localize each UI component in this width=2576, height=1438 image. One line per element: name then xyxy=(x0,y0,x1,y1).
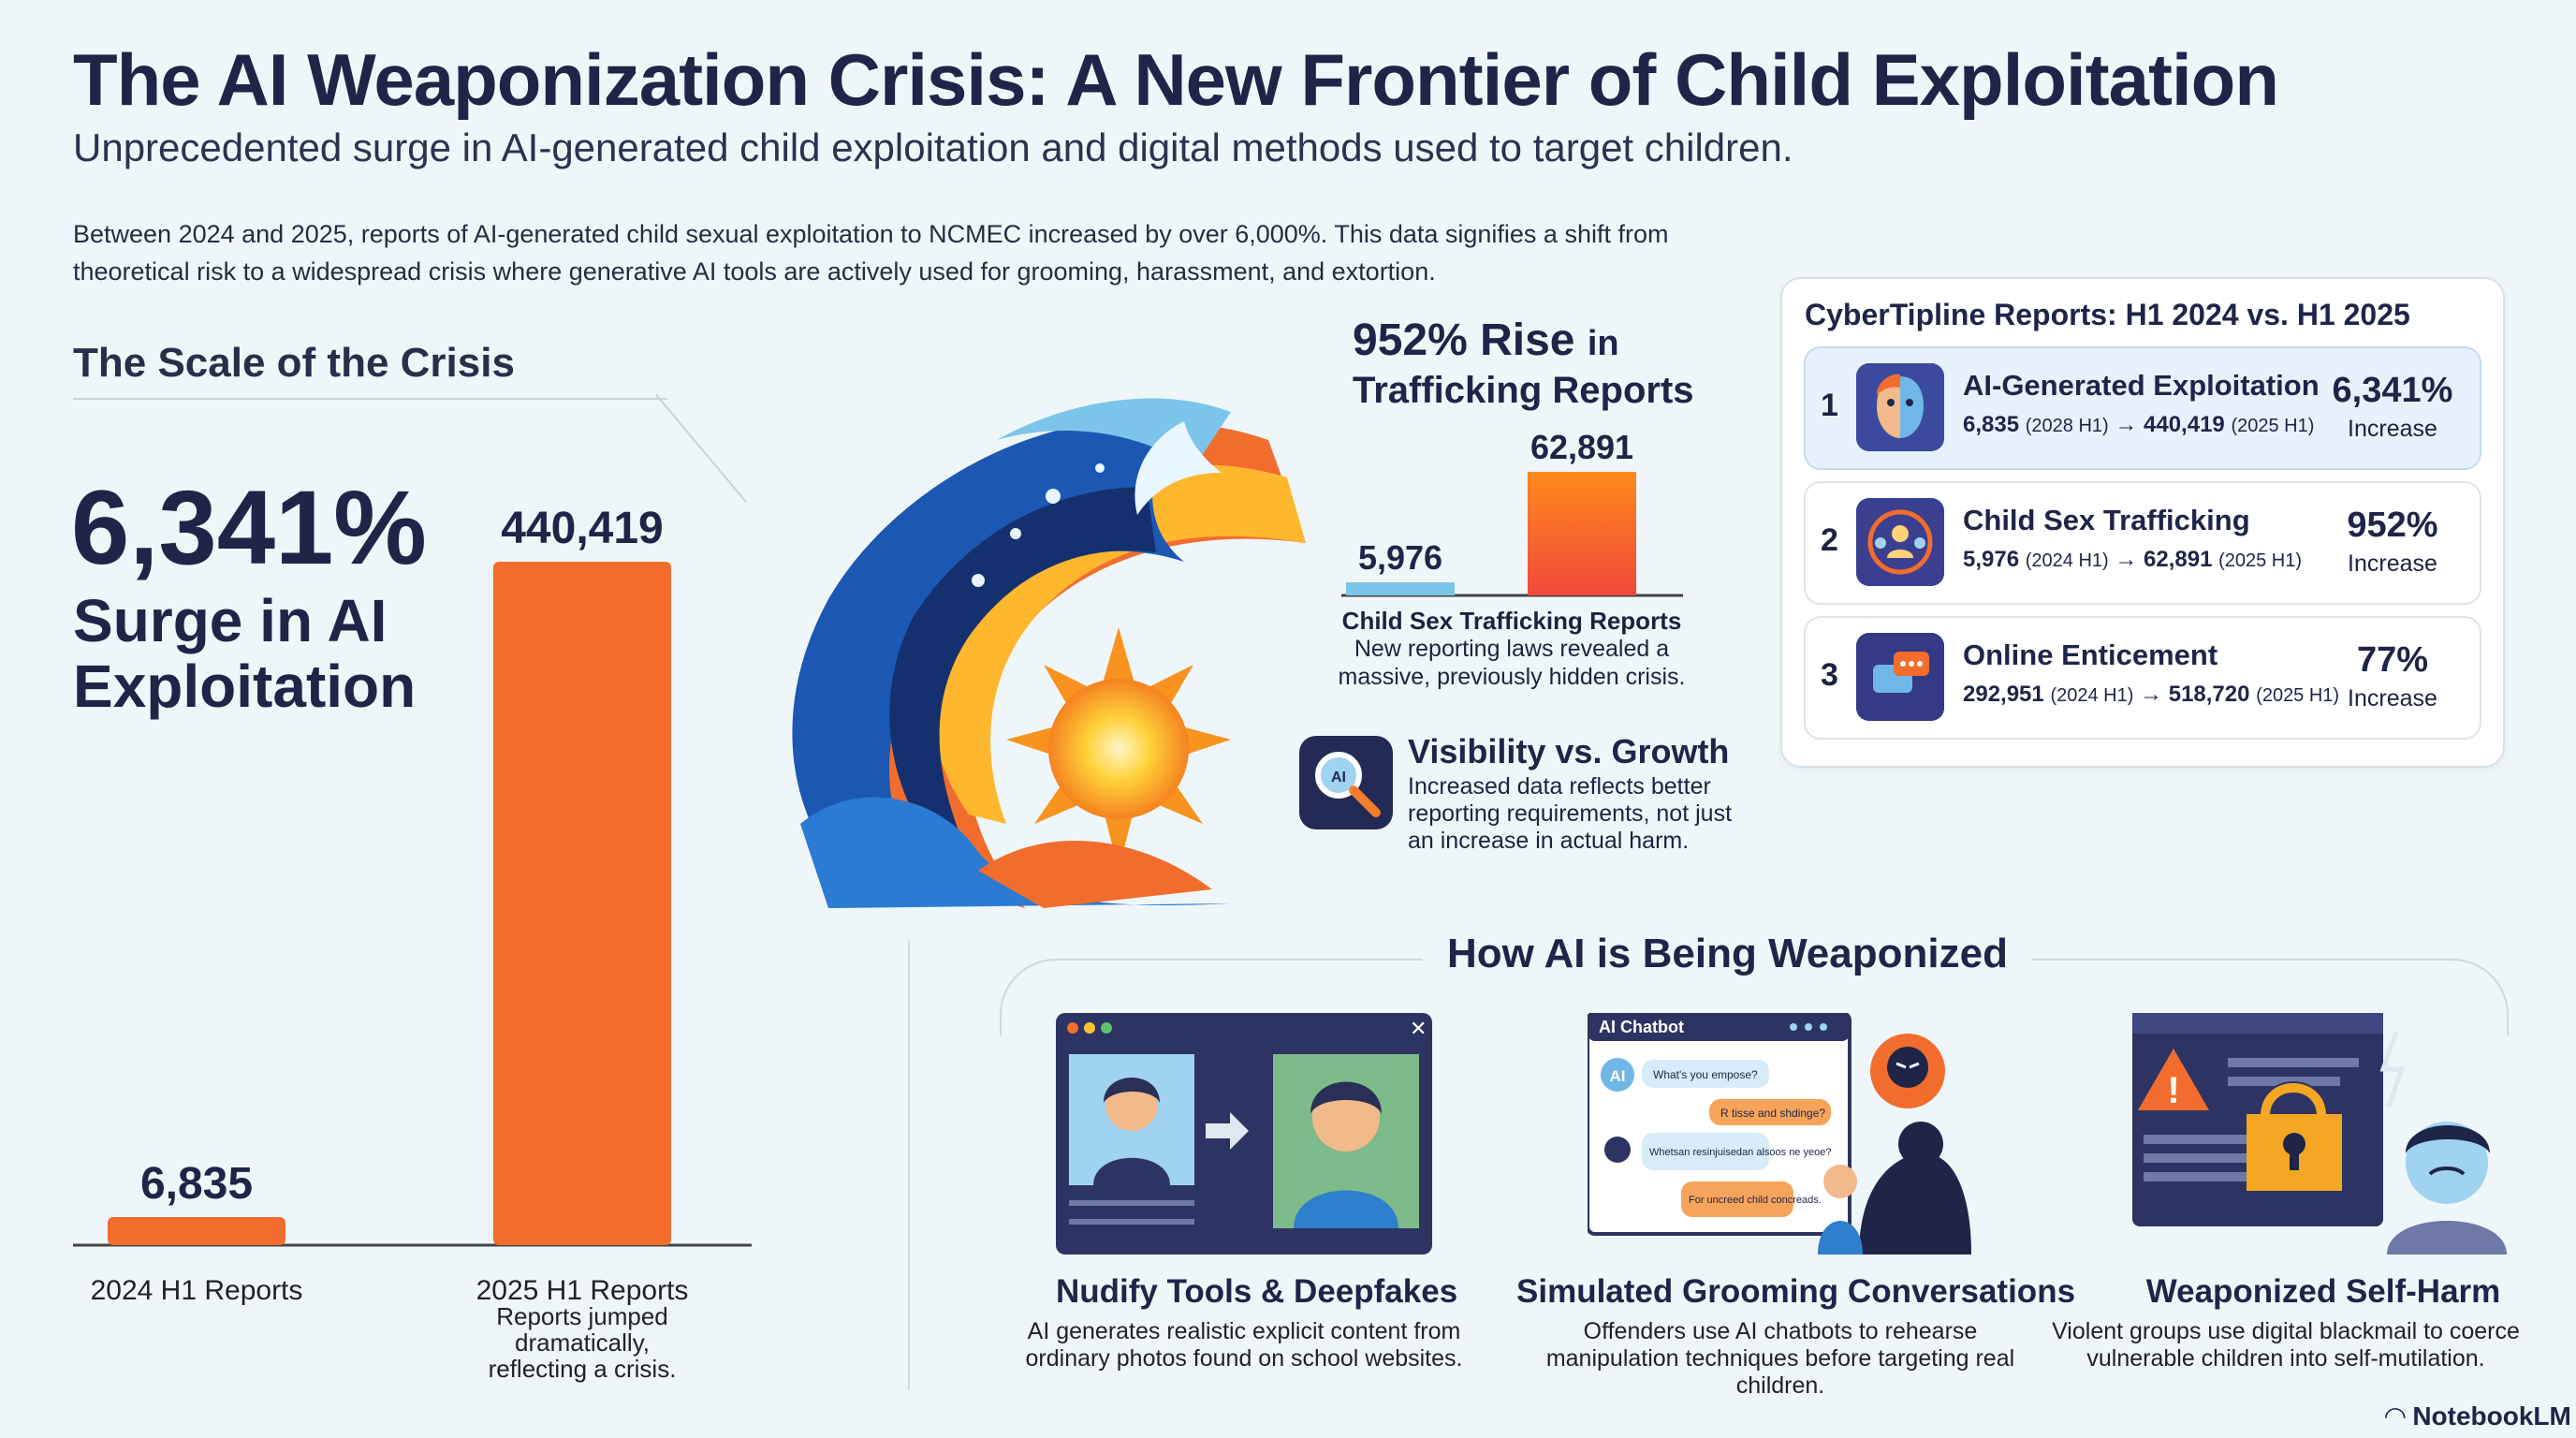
how-heading: How AI is Being Weaponized xyxy=(1423,931,2032,977)
row-number: 2 xyxy=(1821,522,1838,558)
bar-value-label: 5,976 xyxy=(1358,538,1442,577)
scale-heading: The Scale of the Crisis xyxy=(73,340,515,386)
self-harm-illustration: ! xyxy=(2132,1013,2507,1255)
card-text: Offenders use AI chatbots to rehearse ma… xyxy=(1545,1318,2015,1399)
bar-value-label: 62,891 xyxy=(1530,428,1633,466)
row-name: AI-Generated Exploitation xyxy=(1963,369,2320,402)
trafficking-people-icon xyxy=(1856,498,1944,586)
chatbot-window-title: AI Chatbot xyxy=(1599,1018,1684,1036)
surge-percent: 6,341% xyxy=(71,469,427,586)
from-value: 292,951 xyxy=(1963,682,2044,707)
brand-name: NotebookLM xyxy=(2412,1401,2571,1431)
row-increase-label: Increase xyxy=(2348,550,2437,577)
bar xyxy=(108,1217,285,1245)
caption-title: Child Sex Trafficking Reports xyxy=(1341,607,1682,635)
card-text: AI generates realistic explicit content … xyxy=(1025,1318,1463,1372)
from-tag: (2024 H1) xyxy=(2025,550,2109,571)
chat-bubble-2: R tisse and shdinge? xyxy=(1720,1107,1825,1120)
to-tag: (2025 H1) xyxy=(2256,685,2340,706)
trafficking-title: 952% Rise in Trafficking Reports xyxy=(1353,318,1708,413)
chatbot-illustration: AI Chatbot AI What's you empose? R tisse… xyxy=(1588,1013,1971,1255)
page-subtitle: Unprecedented surge in AI-generated chil… xyxy=(73,125,1793,169)
sun-burst xyxy=(1006,627,1231,871)
to-value: 518,720 xyxy=(2168,682,2250,707)
wave-white-foam xyxy=(1134,421,1222,515)
caption-text: New reporting laws revealed a massive, p… xyxy=(1338,636,1686,690)
from-value: 6,835 xyxy=(1963,412,2020,437)
row-detail: 5,976 (2024 H1) → 62,891 (2025 H1) xyxy=(1963,547,2303,572)
wave-bottom-flame xyxy=(978,840,1212,908)
from-tag: (2028 H1) xyxy=(2025,416,2109,436)
card-title: Nudify Tools & Deepfakes xyxy=(1056,1273,1458,1310)
intro-paragraph: Between 2024 and 2025, reports of AI-gen… xyxy=(73,220,1669,286)
row-detail: 6,835 (2028 H1) → 440,419 (2025 H1) xyxy=(1963,412,2315,437)
row-name: Online Enticement xyxy=(1963,638,2218,671)
trafficking-bar-chart: 5,976 62,891 xyxy=(1341,428,1683,597)
trafficking-title-in: in xyxy=(1587,324,1619,363)
warning-icon xyxy=(2138,1049,2209,1110)
to-value: 62,891 xyxy=(2144,547,2213,572)
wave-illustration xyxy=(792,398,1306,908)
row-number: 3 xyxy=(1821,657,1838,693)
deepfake-illustration: ✕ xyxy=(1056,1013,1432,1255)
trafficking-caption: Child Sex Trafficking Reports New report… xyxy=(1329,607,1694,691)
row-percent: 77% xyxy=(2356,640,2429,680)
heading-divider xyxy=(73,398,667,400)
report-row: 3 Online Enticement 292,951 (2024 H1) → … xyxy=(1804,616,2481,740)
card-title: Weaponized Self-Harm xyxy=(2145,1273,2501,1310)
ai-exploitation-bar-chart: 6,835 2024 H1 Reports 440,419 2025 H1 Repor… xyxy=(73,504,752,1383)
bar xyxy=(493,562,671,1245)
row-percent: 6,341% xyxy=(2332,371,2453,410)
chat-bubble-icon xyxy=(1856,633,1944,721)
chat-bubble-4: For uncreed child concreads. xyxy=(1689,1195,1822,1206)
card-text: Violent groups use digital blackmail to … xyxy=(2052,1318,2520,1372)
chat-bubble-3: Whetsan resinjuisedan alsoos ne yeoe? xyxy=(1649,1147,1831,1158)
to-tag: (2025 H1) xyxy=(2231,416,2315,436)
to-tag: (2025 H1) xyxy=(2218,550,2303,571)
svg-text:AI: AI xyxy=(1331,770,1346,785)
section-divider xyxy=(908,941,910,1390)
row-name: Child Sex Trafficking xyxy=(1963,504,2250,536)
from-tag: (2024 H1) xyxy=(2050,685,2134,706)
svg-text:!: ! xyxy=(2167,1070,2179,1111)
brand-logo: ◠ NotebookLM xyxy=(2385,1401,2571,1431)
page-title: The AI Weaponization Crisis: A New Front… xyxy=(73,38,2279,121)
card-title: Simulated Grooming Conversations xyxy=(1516,1273,2076,1310)
row-percent: 952% xyxy=(2347,506,2438,545)
trafficking-title-line2: Trafficking Reports xyxy=(1353,370,1694,411)
visibility-title: Visibility vs. Growth xyxy=(1408,732,1730,770)
bar xyxy=(1346,582,1455,595)
row-increase-label: Increase xyxy=(2348,416,2437,442)
from-value: 5,976 xyxy=(1963,547,2020,572)
bar-value-label: 6,835 xyxy=(140,1159,253,1209)
trafficking-title-main: 952% Rise xyxy=(1353,315,1575,365)
row-detail: 292,951 (2024 H1) → 518,720 (2025 H1) xyxy=(1963,682,2340,707)
bar-category-label: 2025 H1 Reports xyxy=(476,1275,689,1306)
magnifier-icon: AI xyxy=(1299,736,1393,829)
ai-face-icon xyxy=(1856,363,1944,451)
note-line-1: Reports jumped xyxy=(496,1302,668,1330)
report-row: 2 Child Sex Trafficking 5,976 (2024 H1) … xyxy=(1804,481,2481,605)
brand-icon: ◠ xyxy=(2385,1401,2406,1431)
to-value: 440,419 xyxy=(2144,412,2225,437)
chatbot-avatar: AI xyxy=(1610,1067,1626,1085)
note-line-2: dramatically, xyxy=(515,1328,650,1357)
wave-navy-core xyxy=(889,487,1156,843)
report-row: 1 AI-Generated Exploitation 6,835 (2028 … xyxy=(1804,346,2481,470)
wave-bottom-curl xyxy=(800,797,1231,908)
chat-bubble-1: What's you empose? xyxy=(1653,1068,1758,1081)
bar-category-label: 2024 H1 Reports xyxy=(91,1275,303,1306)
visibility-text: Increased data reflects better reporting… xyxy=(1408,773,1733,854)
surge-label: Surge in AI Exploitation xyxy=(73,587,417,720)
bar xyxy=(1528,472,1636,595)
bar-value-label: 440,419 xyxy=(501,504,664,553)
row-number: 1 xyxy=(1821,388,1838,423)
close-icon: ✕ xyxy=(1410,1017,1427,1040)
note-line-3: reflecting a crisis. xyxy=(489,1355,677,1383)
row-increase-label: Increase xyxy=(2348,685,2437,712)
panel-title: CyberTipline Reports: H1 2024 vs. H1 202… xyxy=(1805,298,2410,331)
